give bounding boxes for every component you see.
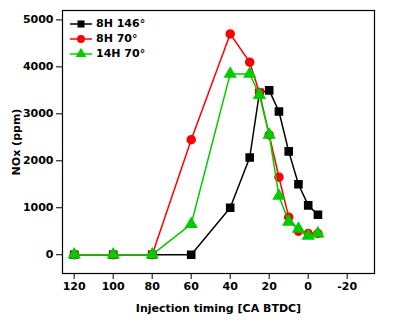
svg-text:0: 0 bbox=[304, 280, 312, 293]
html-text:8H 70°: 8H 70° bbox=[96, 32, 138, 45]
svg-text:80: 80 bbox=[145, 280, 161, 293]
svg-text:-20: -20 bbox=[337, 280, 357, 293]
svg-text:100: 100 bbox=[102, 280, 125, 293]
svg-text:40: 40 bbox=[223, 280, 239, 293]
svg-text:20: 20 bbox=[262, 280, 278, 293]
svg-text:Injection timing [CA BTDC]: Injection timing [CA BTDC] bbox=[136, 302, 301, 315]
svg-text:0: 0 bbox=[46, 248, 54, 261]
svg-text:120: 120 bbox=[63, 280, 86, 293]
svg-text:1000: 1000 bbox=[23, 201, 54, 214]
html-text:8H 146°: 8H 146° bbox=[96, 17, 146, 30]
svg-text:4000: 4000 bbox=[23, 60, 54, 73]
svg-text:60: 60 bbox=[184, 280, 200, 293]
svg-text:3000: 3000 bbox=[23, 107, 54, 120]
svg-text:2000: 2000 bbox=[23, 154, 54, 167]
svg-text:NOx (ppm): NOx (ppm) bbox=[10, 109, 23, 176]
svg-text:5000: 5000 bbox=[23, 13, 54, 26]
html-text:14H 70°: 14H 70° bbox=[96, 47, 146, 60]
